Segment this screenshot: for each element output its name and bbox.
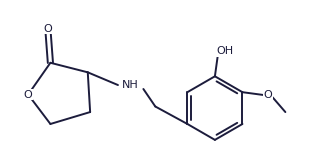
Text: O: O xyxy=(24,90,33,100)
Text: NH: NH xyxy=(122,80,139,90)
Text: OH: OH xyxy=(217,46,234,56)
Text: O: O xyxy=(264,90,272,100)
Text: O: O xyxy=(44,24,52,34)
